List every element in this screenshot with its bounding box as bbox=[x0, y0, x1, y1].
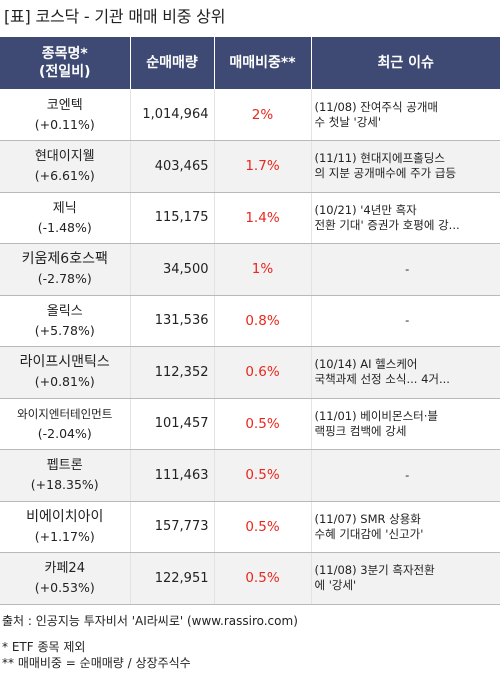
stock-change: (+0.81%) bbox=[34, 374, 95, 390]
net-volume: 122,951 bbox=[130, 552, 215, 605]
header-trade-ratio: 매매비중** bbox=[214, 37, 312, 89]
stock-name: 펩트론 bbox=[46, 458, 83, 474]
table-row: 펩트론 (+18.35%) 111,463 0.5% - bbox=[0, 449, 500, 502]
recent-issue: (11/08) 잔여주식 공개매 수 첫날 '강세' bbox=[314, 99, 439, 129]
recent-issue: (11/07) SMR 상용화 수혜 기대감에 '신고가' bbox=[314, 511, 424, 541]
trade-ratio: 0.5% bbox=[214, 398, 312, 450]
stock-name-cell: 제닉 (-1.48%) bbox=[0, 192, 131, 244]
table-row: 카페24 (+0.53%) 122,951 0.5% (11/08) 3분기 흑자전환 … bbox=[0, 552, 500, 605]
stock-name: 라이프시맨틱스 bbox=[19, 354, 110, 371]
stock-name: 올릭스 bbox=[46, 303, 83, 319]
recent-issue-cell: (10/21) '4년만 흑자 전환 기대' 증권가 호평에 강... bbox=[311, 192, 500, 244]
trade-ratio: 0.5% bbox=[214, 501, 312, 553]
stock-change: (+0.11%) bbox=[34, 116, 95, 132]
stock-name: 카페24 bbox=[44, 561, 85, 577]
recent-issue: - bbox=[405, 313, 410, 328]
recent-issue-cell: (11/07) SMR 상용화 수혜 기대감에 '신고가' bbox=[311, 501, 500, 553]
trade-ratio: 1.7% bbox=[214, 140, 312, 193]
stock-name-cell: 키움제6호스팩 (-2.78%) bbox=[0, 243, 131, 296]
recent-issue-cell: (11/08) 3분기 흑자전환 에 '강세' bbox=[311, 552, 500, 605]
table-row: 올릭스 (+5.78%) 131,536 0.8% - bbox=[0, 295, 500, 347]
trade-ratio: 0.8% bbox=[214, 295, 312, 347]
stock-change: (-1.48%) bbox=[37, 219, 92, 235]
stock-name-cell: 카페24 (+0.53%) bbox=[0, 552, 131, 605]
stock-change: (-2.78%) bbox=[37, 271, 92, 287]
stock-change: (+5.78%) bbox=[34, 322, 95, 338]
stock-name: 제닉 bbox=[52, 200, 77, 216]
recent-issue: (11/08) 3분기 흑자전환 에 '강세' bbox=[314, 563, 435, 593]
institution-trading-table: 종목명* (전일비) 순매매량 매매비중** 최근 이슈 코엔텍 (+0.11%)… bbox=[0, 37, 500, 605]
net-volume: 1,014,964 bbox=[130, 89, 215, 141]
stock-name-cell: 와이지엔터테인먼트 (-2.04%) bbox=[0, 398, 131, 450]
trade-ratio: 2% bbox=[214, 89, 312, 141]
ratio-formula-note: ** 매매비중 = 순매매량 / 상장주식수 bbox=[2, 656, 191, 670]
net-volume: 101,457 bbox=[130, 398, 215, 450]
stock-change: (+1.17%) bbox=[34, 528, 95, 544]
page-title: [표] 코스닥 - 기관 매매 비중 상위 bbox=[4, 7, 226, 26]
recent-issue: (11/01) 베이비몬스터·블 랙핑크 컴백에 강세 bbox=[314, 408, 439, 438]
stock-change: (+6.61%) bbox=[34, 168, 95, 184]
recent-issue: (10/21) '4년만 흑자 전환 기대' 증권가 호평에 강... bbox=[314, 202, 460, 232]
stock-change: (+18.35%) bbox=[30, 477, 99, 493]
stock-name: 코엔텍 bbox=[46, 97, 83, 113]
net-volume: 34,500 bbox=[130, 243, 215, 296]
table-row: 비에이치아이 (+1.17%) 157,773 0.5% (11/07) SMR 상용화… bbox=[0, 501, 500, 553]
net-volume: 157,773 bbox=[130, 501, 215, 553]
header-stock-name-sub: (전일비) bbox=[39, 64, 91, 80]
trade-ratio: 0.5% bbox=[214, 449, 312, 502]
stock-name: 와이지엔터테인먼트 bbox=[17, 406, 113, 421]
trade-ratio: 0.6% bbox=[214, 346, 312, 399]
stock-name-cell: 올릭스 (+5.78%) bbox=[0, 295, 131, 347]
etf-note: * ETF 종목 제외 bbox=[2, 640, 86, 654]
stock-name-cell: 현대이지웰 (+6.61%) bbox=[0, 140, 131, 193]
recent-issue-cell: - bbox=[311, 243, 500, 296]
stock-name-cell: 펩트론 (+18.35%) bbox=[0, 449, 131, 502]
stock-name-cell: 코엔텍 (+0.11%) bbox=[0, 89, 131, 141]
table-row: 키움제6호스팩 (-2.78%) 34,500 1% - bbox=[0, 243, 500, 296]
net-volume: 111,463 bbox=[130, 449, 215, 502]
trade-ratio: 0.5% bbox=[214, 552, 312, 605]
recent-issue: (10/14) AI 헬스케어 국책과제 선정 소식... 4거... bbox=[314, 357, 450, 387]
recent-issue-cell: - bbox=[311, 295, 500, 347]
trade-ratio: 1% bbox=[214, 243, 312, 296]
source-note: 출처 : 인공지능 투자비서 'AI라씨로' (www.rassiro.com) bbox=[2, 614, 298, 628]
header-recent-issue: 최근 이슈 bbox=[311, 37, 500, 89]
stock-change: (+0.53%) bbox=[34, 580, 95, 596]
table-row: 와이지엔터테인먼트 (-2.04%) 101,457 0.5% (11/01) 베이비몬… bbox=[0, 398, 500, 450]
net-volume: 115,175 bbox=[130, 192, 215, 244]
recent-issue-cell: (11/01) 베이비몬스터·블 랙핑크 컴백에 강세 bbox=[311, 398, 500, 450]
recent-issue: - bbox=[405, 261, 410, 276]
net-volume: 131,536 bbox=[130, 295, 215, 347]
recent-issue-cell: - bbox=[311, 449, 500, 502]
table-row: 코엔텍 (+0.11%) 1,014,964 2% (11/08) 잔여주식 공개매 수… bbox=[0, 89, 500, 141]
recent-issue-cell: (11/08) 잔여주식 공개매 수 첫날 '강세' bbox=[311, 89, 500, 141]
stock-name: 비에이치아이 bbox=[26, 508, 104, 525]
recent-issue-cell: (11/11) 현대지에프홀딩스 의 지분 공개매수에 주가 급등 bbox=[311, 140, 500, 193]
header-stock-name: 종목명* (전일비) bbox=[0, 37, 131, 89]
stock-change: (-2.04%) bbox=[37, 425, 92, 441]
stock-name-cell: 비에이치아이 (+1.17%) bbox=[0, 501, 131, 553]
net-volume: 112,352 bbox=[130, 346, 215, 399]
table-row: 제닉 (-1.48%) 115,175 1.4% (10/21) '4년만 흑자 전환 … bbox=[0, 192, 500, 244]
table-row: 현대이지웰 (+6.61%) 403,465 1.7% (11/11) 현대지에프홀딩스… bbox=[0, 140, 500, 193]
header-stock-name-label: 종목명* bbox=[41, 46, 88, 62]
table-header: 종목명* (전일비) 순매매량 매매비중** 최근 이슈 bbox=[0, 37, 500, 89]
stock-name: 키움제6호스팩 bbox=[21, 251, 108, 268]
recent-issue-cell: (10/14) AI 헬스케어 국책과제 선정 소식... 4거... bbox=[311, 346, 500, 399]
recent-issue: (11/11) 현대지에프홀딩스 의 지분 공개매수에 주가 급등 bbox=[314, 151, 457, 181]
recent-issue: - bbox=[405, 467, 410, 482]
trade-ratio: 1.4% bbox=[214, 192, 312, 244]
table-row: 라이프시맨틱스 (+0.81%) 112,352 0.6% (10/14) AI 헬스케… bbox=[0, 346, 500, 399]
table-body: 코엔텍 (+0.11%) 1,014,964 2% (11/08) 잔여주식 공개매 수… bbox=[0, 89, 500, 605]
header-net-volume: 순매매량 bbox=[130, 37, 215, 89]
stock-name-cell: 라이프시맨틱스 (+0.81%) bbox=[0, 346, 131, 399]
net-volume: 403,465 bbox=[130, 140, 215, 193]
stock-name: 현대이지웰 bbox=[34, 149, 95, 165]
